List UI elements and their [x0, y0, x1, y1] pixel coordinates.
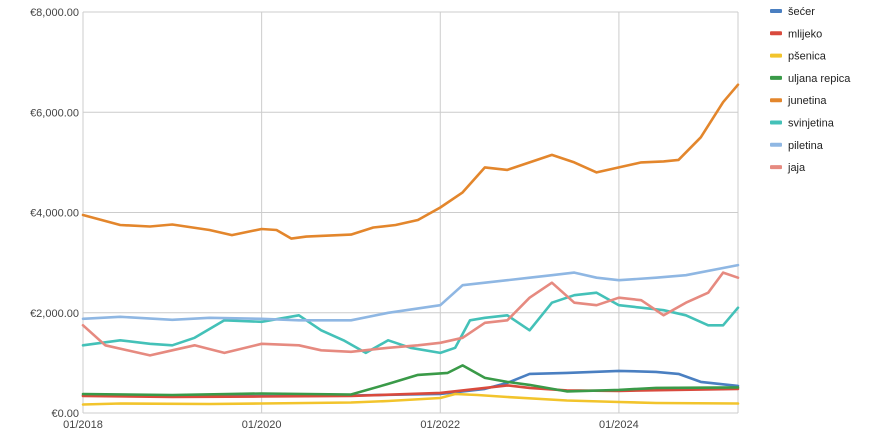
- x-axis-ticks: 01/2018 01/2020 01/2022 01/2024: [63, 419, 639, 431]
- legend-swatch: [770, 98, 782, 103]
- legend-label: mlijeko: [788, 28, 822, 40]
- legend-label: šećer: [788, 6, 815, 18]
- series-line-4: [81, 364, 740, 397]
- y-tick-label: €2,000.00: [30, 308, 79, 320]
- y-tick-label: €8,000.00: [30, 7, 79, 19]
- x-tick-label: 01/2020: [242, 419, 282, 431]
- legend-label: piletina: [788, 140, 824, 152]
- legend-label: uljana repica: [788, 73, 851, 85]
- series-lines: [81, 83, 740, 406]
- series-line-3: [81, 392, 740, 406]
- series-line-6: [81, 291, 740, 355]
- legend-swatch: [770, 9, 782, 13]
- y-tick-label: €4,000.00: [30, 208, 79, 220]
- series-line-8: [81, 271, 740, 357]
- y-tick-label: €0.00: [51, 408, 79, 420]
- legend-label: junetina: [787, 95, 827, 107]
- y-tick-label: €6,000.00: [30, 107, 79, 119]
- x-tick-label: 01/2018: [63, 419, 103, 431]
- legend-swatch: [770, 75, 782, 80]
- series-line-7: [81, 263, 740, 322]
- legend-label: svinjetina: [788, 118, 835, 130]
- legend-swatch: [770, 53, 782, 58]
- legend-swatch: [770, 165, 782, 170]
- y-axis-ticks: €0.00 €2,000.00 €4,000.00 €6,000.00 €8,000.0…: [30, 7, 79, 420]
- legend-label: jaja: [787, 162, 806, 174]
- series-line-5: [81, 83, 740, 240]
- legend-label: pšenica: [788, 51, 827, 63]
- x-tick-label: 01/2024: [599, 419, 639, 431]
- legend-swatch: [770, 142, 782, 147]
- legend-swatch: [770, 31, 782, 36]
- grid: [82, 11, 739, 414]
- x-tick-label: 01/2022: [420, 419, 460, 431]
- legend-swatch: [770, 120, 782, 125]
- legend: šećer mlijeko pšenica uljana repica junetina…: [770, 6, 851, 174]
